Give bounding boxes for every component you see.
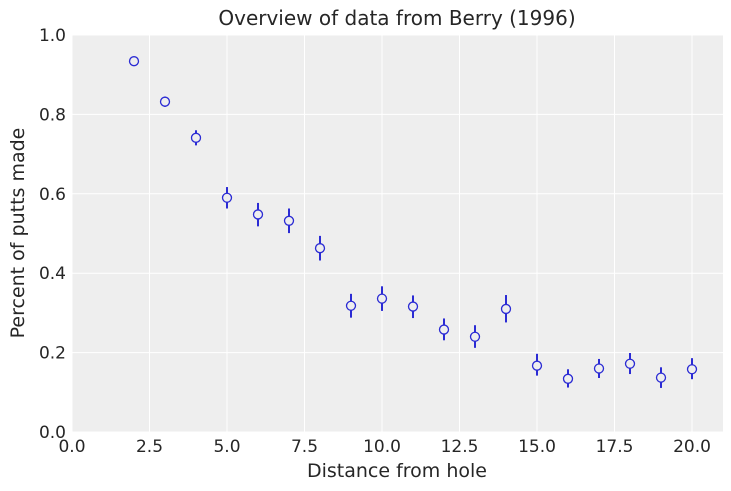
data-point [314, 243, 326, 254]
x-tick-label: 12.5 [441, 437, 479, 457]
data-point [531, 360, 543, 371]
data-point [252, 209, 264, 220]
data-point [128, 56, 140, 67]
x-tick-label: 17.5 [596, 437, 634, 457]
data-point [159, 96, 171, 107]
grid-lines [71, 34, 723, 433]
data-point [407, 301, 419, 312]
data-point [438, 324, 450, 335]
y-tick-label: 0.6 [39, 185, 66, 205]
data-point [221, 192, 233, 203]
data-point [562, 373, 574, 384]
plot-area [72, 35, 723, 432]
x-tick-label: 5.0 [213, 437, 240, 457]
x-tick-label: 7.5 [291, 437, 318, 457]
data-point [624, 358, 636, 369]
data-point [593, 363, 605, 374]
data-point [655, 372, 667, 383]
data-point [283, 215, 295, 226]
x-axis-title: Distance from hole [307, 460, 487, 482]
x-tick-label: 10.0 [363, 437, 401, 457]
y-tick-label: 0.0 [39, 423, 66, 443]
x-tick-label: 15.0 [518, 437, 556, 457]
data-point [469, 331, 481, 342]
x-tick-label: 20.0 [673, 437, 711, 457]
x-tick-label: 0.0 [58, 437, 85, 457]
y-axis-title: Percent of putts made [7, 128, 29, 339]
y-tick-label: 0.8 [39, 105, 66, 125]
y-tick-label: 1.0 [39, 26, 66, 46]
data-point [500, 303, 512, 315]
tick-labels: 0.0 2.5 5.0 7.5 10.0 12.5 15.0 17.5 20.0 0.0 0.2 0.… [39, 26, 711, 457]
y-tick-label: 0.2 [39, 344, 66, 364]
data-points [128, 56, 698, 388]
data-point [345, 300, 357, 311]
data-point [686, 364, 698, 375]
data-point [376, 293, 388, 304]
data-point [190, 132, 202, 143]
y-tick-label: 0.4 [39, 264, 66, 284]
x-tick-label: 2.5 [136, 437, 163, 457]
chart-title: Overview of data from Berry (1996) [218, 6, 575, 30]
